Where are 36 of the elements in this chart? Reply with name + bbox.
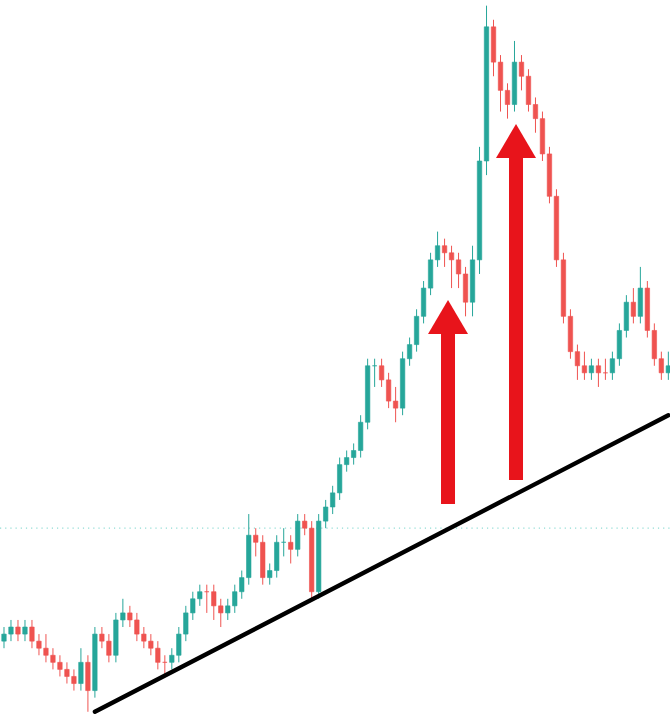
candlestick xyxy=(64,661,70,685)
candlestick xyxy=(8,619,14,642)
candlestick xyxy=(295,513,301,557)
candlestick xyxy=(511,40,518,113)
candlestick xyxy=(78,647,84,692)
candlestick xyxy=(260,534,266,586)
candlestick xyxy=(22,619,28,642)
candlestick xyxy=(1,626,7,649)
candlestick xyxy=(15,619,21,642)
candlestick xyxy=(337,457,343,501)
candlestick xyxy=(43,633,49,663)
candlestick xyxy=(595,358,601,388)
candlestick xyxy=(637,266,643,324)
candlestick xyxy=(211,584,217,621)
candlestick xyxy=(197,584,203,607)
candlestick xyxy=(155,640,161,670)
candlestick xyxy=(106,633,112,663)
candlestick xyxy=(602,358,608,381)
candlestick xyxy=(71,668,77,692)
candlestick xyxy=(246,513,252,586)
candlestick xyxy=(449,245,455,289)
candlestick xyxy=(274,534,280,579)
candlestick xyxy=(134,612,140,642)
candlestick xyxy=(218,598,224,628)
candlestick xyxy=(665,351,670,381)
candlestick xyxy=(525,68,532,113)
candlestick xyxy=(588,358,594,381)
candlestick xyxy=(630,287,636,324)
candlestick xyxy=(393,386,399,423)
candlestick xyxy=(288,534,294,564)
candlestick xyxy=(57,654,63,677)
candlestick xyxy=(581,351,587,381)
candlestick xyxy=(442,238,448,268)
candlestick xyxy=(463,266,469,317)
candlestick xyxy=(85,654,91,713)
candlestick xyxy=(29,619,35,649)
